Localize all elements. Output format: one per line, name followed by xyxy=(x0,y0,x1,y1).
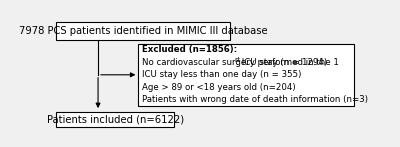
Bar xyxy=(138,44,354,106)
Bar xyxy=(56,112,174,127)
Bar xyxy=(56,22,230,40)
Text: Age > 89 or <18 years old (n=204): Age > 89 or <18 years old (n=204) xyxy=(142,83,296,92)
Text: No cardiovascular surgery performed in the 1: No cardiovascular surgery performed in t… xyxy=(142,58,339,67)
Text: ICU stay less than one day (n = 355): ICU stay less than one day (n = 355) xyxy=(142,70,302,79)
Text: Patients with wrong date of death information (n=3): Patients with wrong date of death inform… xyxy=(142,95,368,104)
Text: ICU stay (n = 1294): ICU stay (n = 1294) xyxy=(239,58,328,67)
Text: 7978 PCS patients identified in MIMIC III database: 7978 PCS patients identified in MIMIC II… xyxy=(19,26,267,36)
Text: st: st xyxy=(235,57,241,63)
Text: Patients included (n=6122): Patients included (n=6122) xyxy=(46,115,184,125)
Text: Excluded (n=1856):: Excluded (n=1856): xyxy=(142,45,237,54)
